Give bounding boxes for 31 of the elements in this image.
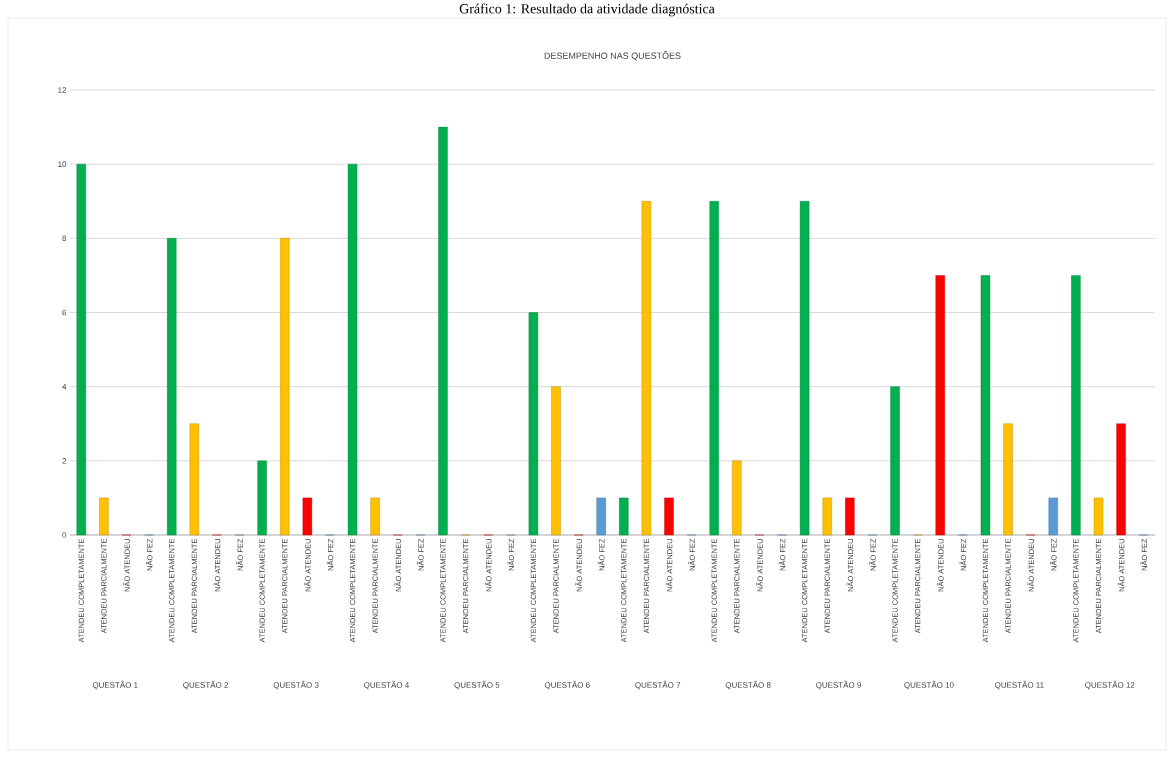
bar xyxy=(890,386,900,536)
bar xyxy=(1071,275,1081,536)
bar xyxy=(167,238,177,536)
bar xyxy=(551,386,561,536)
bar xyxy=(799,201,810,536)
chart-subtitle: DESEMPENHO NAS QUESTÕES xyxy=(544,50,681,61)
bar xyxy=(1093,497,1104,536)
bar xyxy=(596,497,606,536)
bar xyxy=(302,497,313,536)
bar xyxy=(664,497,674,536)
chart-title: Gráfico 1: Resultado da atividade diagnóstica xyxy=(459,3,715,17)
bar xyxy=(845,497,855,536)
bar xyxy=(76,163,86,536)
bar xyxy=(1116,423,1126,536)
bar xyxy=(732,460,742,536)
bar xyxy=(709,201,719,536)
bar xyxy=(370,497,380,536)
bar xyxy=(641,201,652,536)
bar xyxy=(1048,497,1058,536)
bar xyxy=(528,312,539,536)
bar xyxy=(280,238,290,536)
bar xyxy=(438,126,448,536)
bar xyxy=(189,423,200,536)
bar xyxy=(347,163,358,536)
bar xyxy=(935,275,945,536)
bar xyxy=(619,497,629,536)
bar xyxy=(1003,423,1013,536)
bar xyxy=(822,497,832,536)
bar xyxy=(980,275,991,536)
bar xyxy=(99,497,109,536)
bar xyxy=(257,460,267,536)
